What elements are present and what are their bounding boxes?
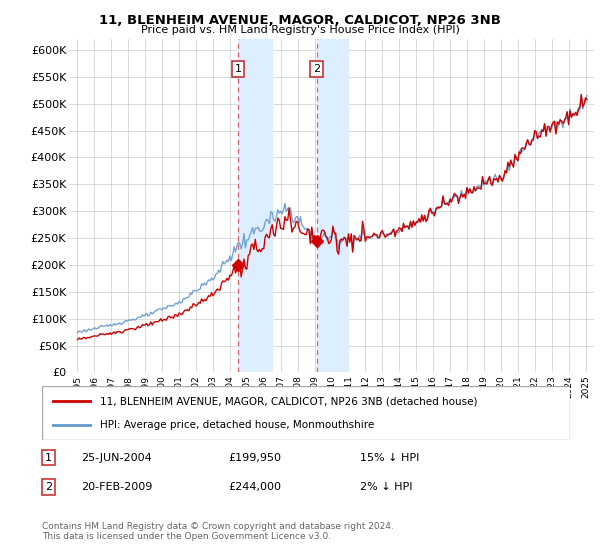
Text: £244,000: £244,000	[228, 482, 281, 492]
Bar	[317, 39, 349, 372]
FancyBboxPatch shape	[42, 386, 570, 440]
Text: 2: 2	[313, 64, 320, 74]
Text: 20-FEB-2009: 20-FEB-2009	[81, 482, 152, 492]
Text: 1: 1	[235, 64, 242, 74]
Text: 2% ↓ HPI: 2% ↓ HPI	[360, 482, 413, 492]
Text: 1: 1	[45, 452, 52, 463]
Text: 25-JUN-2004: 25-JUN-2004	[81, 452, 152, 463]
Bar	[238, 39, 272, 372]
Text: 11, BLENHEIM AVENUE, MAGOR, CALDICOT, NP26 3NB: 11, BLENHEIM AVENUE, MAGOR, CALDICOT, NP…	[99, 14, 501, 27]
Text: 15% ↓ HPI: 15% ↓ HPI	[360, 452, 419, 463]
Text: HPI: Average price, detached house, Monmouthshire: HPI: Average price, detached house, Monm…	[100, 420, 374, 430]
Text: 11, BLENHEIM AVENUE, MAGOR, CALDICOT, NP26 3NB (detached house): 11, BLENHEIM AVENUE, MAGOR, CALDICOT, NP…	[100, 396, 478, 407]
Text: 2: 2	[45, 482, 52, 492]
Text: Price paid vs. HM Land Registry's House Price Index (HPI): Price paid vs. HM Land Registry's House …	[140, 25, 460, 35]
Text: £199,950: £199,950	[228, 452, 281, 463]
Text: Contains HM Land Registry data © Crown copyright and database right 2024.
This d: Contains HM Land Registry data © Crown c…	[42, 522, 394, 542]
